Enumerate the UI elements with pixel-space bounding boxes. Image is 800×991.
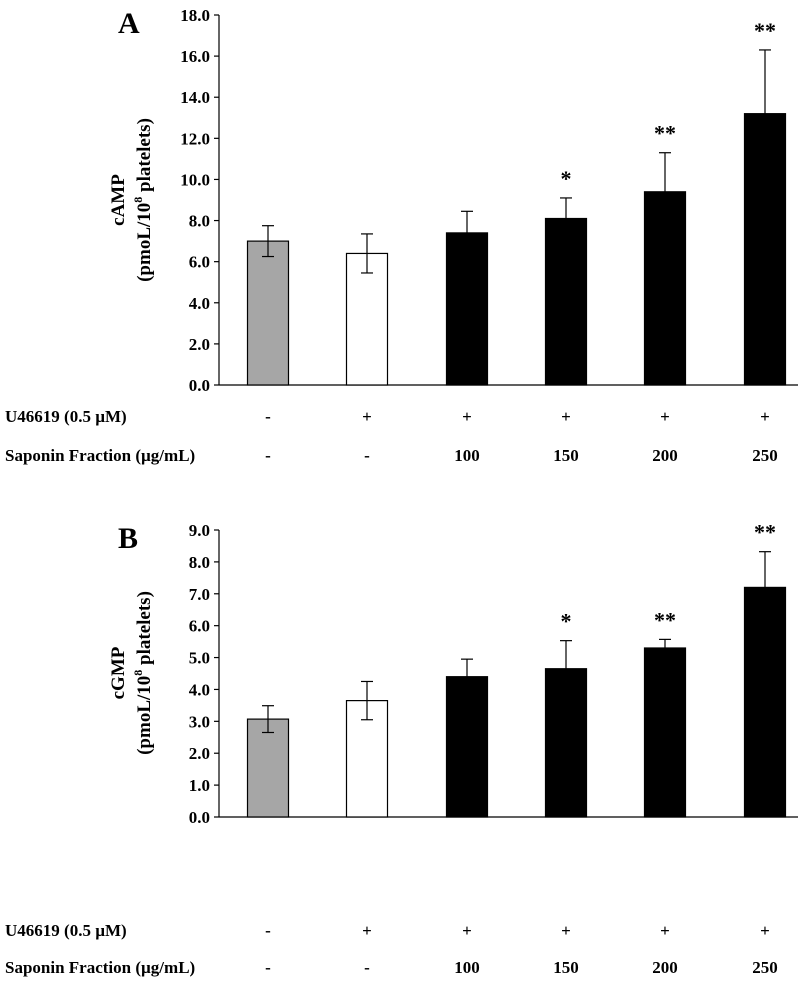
y-tick-label: 16.0 bbox=[180, 47, 210, 66]
y-tick-label: 2.0 bbox=[189, 335, 210, 354]
y-tick-label: 3.0 bbox=[189, 712, 210, 731]
condition-label: Saponin Fraction (µg/mL) bbox=[5, 446, 195, 465]
y-tick-label: 14.0 bbox=[180, 88, 210, 107]
bar bbox=[544, 217, 588, 386]
y-tick-label: 12.0 bbox=[180, 129, 210, 148]
significance-marker: ** bbox=[754, 18, 776, 43]
bar bbox=[445, 676, 489, 818]
y-axis-label-unit-end: platelets) bbox=[134, 118, 155, 197]
bar bbox=[345, 252, 389, 386]
y-tick-label: 8.0 bbox=[189, 553, 210, 572]
condition-value: - bbox=[364, 446, 370, 465]
condition-value: + bbox=[660, 921, 670, 940]
y-tick-label: 4.0 bbox=[189, 680, 210, 699]
y-tick-label: 10.0 bbox=[180, 170, 210, 189]
y-tick-label: 4.0 bbox=[189, 294, 210, 313]
bar bbox=[246, 240, 290, 386]
y-axis-label-unit-end: platelets) bbox=[134, 591, 155, 670]
condition-label: Saponin Fraction (µg/mL) bbox=[5, 958, 195, 977]
y-tick-label: 7.0 bbox=[189, 585, 210, 604]
panel-a: A 0.0 2.0 4.0 6.0 8.0 10.0 12.0 14.0 16.0 18.0 cAMP… bbox=[5, 6, 798, 465]
y-axis-label-unit: (pmoL/10 bbox=[134, 676, 155, 755]
y-axis-label-line2: (pmoL/108 platelets) bbox=[131, 118, 155, 282]
condition-value: + bbox=[561, 407, 571, 426]
bar bbox=[643, 647, 687, 818]
y-tick-label: 6.0 bbox=[189, 617, 210, 636]
condition-value: + bbox=[362, 921, 372, 940]
y-axis-label-superscript: 8 bbox=[131, 670, 145, 676]
condition-value: 100 bbox=[454, 958, 480, 977]
condition-value: + bbox=[362, 407, 372, 426]
condition-value: 250 bbox=[752, 958, 778, 977]
condition-value: - bbox=[265, 958, 271, 977]
y-tick-label: 9.0 bbox=[189, 521, 210, 540]
condition-value: - bbox=[265, 446, 271, 465]
significance-marker: ** bbox=[654, 607, 676, 632]
condition-label: U46619 (0.5 µM) bbox=[5, 407, 127, 426]
condition-value: 200 bbox=[652, 958, 678, 977]
condition-value: + bbox=[462, 407, 472, 426]
condition-label: U46619 (0.5 µM) bbox=[5, 921, 127, 940]
y-tick-label: 2.0 bbox=[189, 744, 210, 763]
y-tick-label: 1.0 bbox=[189, 776, 210, 795]
y-axis-label-unit: (pmoL/10 bbox=[134, 203, 155, 282]
condition-value: 200 bbox=[652, 446, 678, 465]
y-axis-label-line1: cGMP bbox=[108, 646, 129, 699]
significance-marker: * bbox=[561, 166, 572, 191]
significance-marker: ** bbox=[754, 520, 776, 545]
condition-value: 100 bbox=[454, 446, 480, 465]
y-axis-label-line1: cAMP bbox=[108, 174, 129, 226]
condition-value: - bbox=[364, 958, 370, 977]
condition-value: + bbox=[760, 921, 770, 940]
y-tick-label: 18.0 bbox=[180, 6, 210, 25]
condition-value: - bbox=[265, 921, 271, 940]
panel-b: B 0.0 1.0 2.0 3.0 4.0 5.0 6.0 7.0 8.0 9.0 cGMP(pmoL… bbox=[5, 520, 798, 977]
condition-value: 150 bbox=[553, 958, 579, 977]
significance-marker: * bbox=[561, 609, 572, 634]
significance-marker: ** bbox=[654, 121, 676, 146]
y-tick-label: 0.0 bbox=[189, 376, 210, 395]
condition-value: - bbox=[265, 407, 271, 426]
condition-value: + bbox=[760, 407, 770, 426]
y-tick-label: 5.0 bbox=[189, 649, 210, 668]
y-tick-label: 6.0 bbox=[189, 253, 210, 272]
bar bbox=[246, 718, 290, 818]
y-axis-label-superscript: 8 bbox=[131, 197, 145, 203]
condition-value: + bbox=[660, 407, 670, 426]
bar bbox=[743, 586, 787, 818]
panel-letter: B bbox=[118, 522, 138, 555]
condition-value: + bbox=[561, 921, 571, 940]
y-tick-label: 8.0 bbox=[189, 212, 210, 231]
panel-letter: A bbox=[118, 7, 140, 40]
condition-value: + bbox=[462, 921, 472, 940]
bar bbox=[445, 232, 489, 386]
y-tick-label: 0.0 bbox=[189, 808, 210, 827]
condition-value: 150 bbox=[553, 446, 579, 465]
condition-value: 250 bbox=[752, 446, 778, 465]
y-axis-label-line2: (pmoL/108 platelets) bbox=[131, 591, 155, 755]
